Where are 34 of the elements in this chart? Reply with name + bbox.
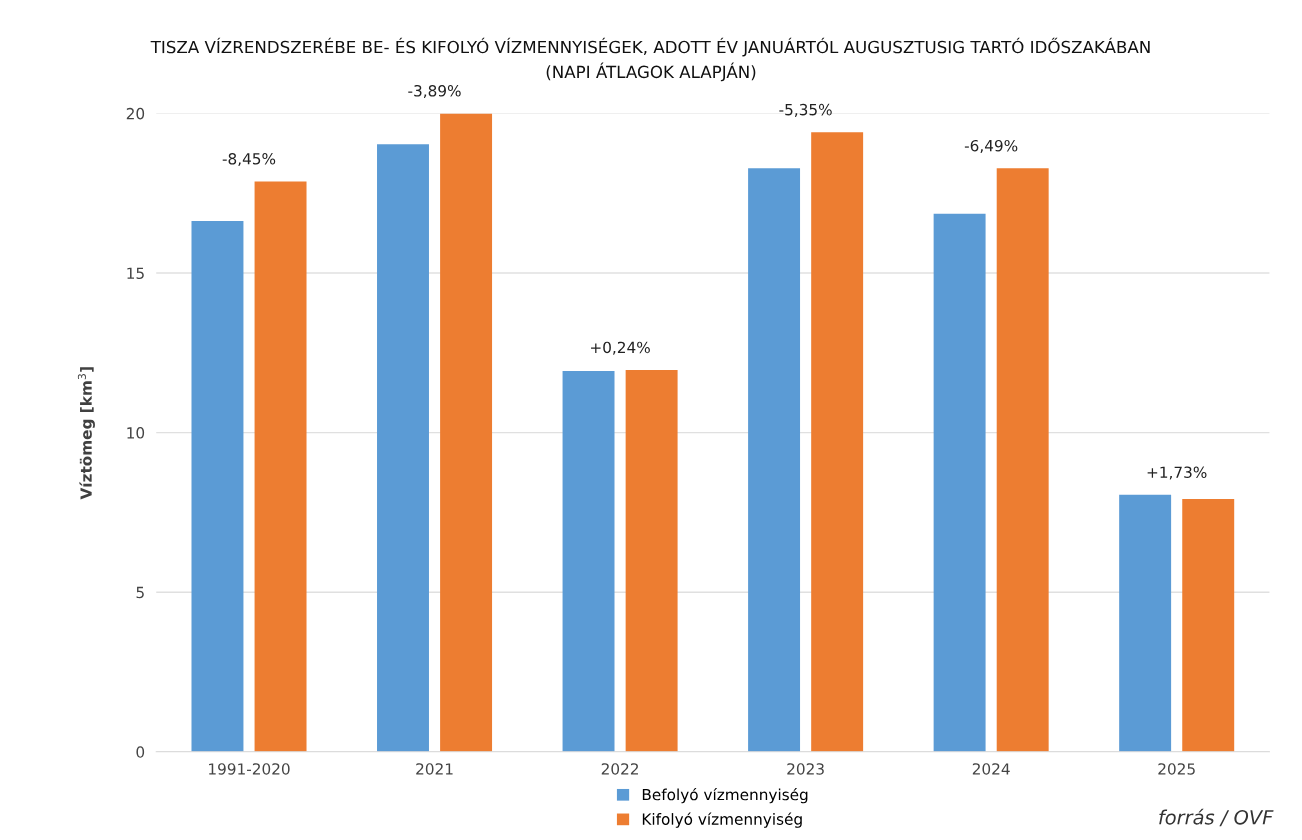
x-tick-label: 2021 <box>416 763 453 775</box>
annotation: -5,35% <box>779 103 832 117</box>
bar <box>440 113 493 752</box>
annotation: +1,73% <box>1147 466 1207 480</box>
bar <box>748 168 801 752</box>
text: forrás / OVF <box>1159 808 1274 827</box>
y-tick-label: 5 <box>136 586 144 599</box>
y-tick-label: 15 <box>127 267 144 280</box>
y-tick-label: 10 <box>127 427 145 439</box>
bar <box>377 144 429 752</box>
bar <box>625 370 678 752</box>
chart-title: TISZA VÍZRENDSZERÉBE BE- ÉS KIFOLYÓ VÍZMENNYISÉGEK, ADOTT ÉV JANUÁRTÓL AUGUSZTUSIG TARTÓ IDŐSZAKÁBAN (NAPI ÁTLAGOK ALAPJÁN) <box>150 37 1150 82</box>
x-tick-label: 1991-2020 <box>209 763 290 775</box>
legend-label: Befolyó vízmennyiség <box>642 787 808 804</box>
bar <box>1119 494 1172 752</box>
text: -3,89% <box>408 84 461 99</box>
bar <box>191 220 244 752</box>
bar <box>996 168 1049 752</box>
bar <box>1182 498 1235 752</box>
annotation: -8,45% <box>222 152 276 167</box>
bar <box>254 181 307 752</box>
bar <box>933 213 986 752</box>
annotation: -6,49% <box>964 139 1018 154</box>
annotation: +0,24% <box>591 341 650 355</box>
x-tick-label: 2022 <box>601 763 638 775</box>
x-tick-label: 2023 <box>787 763 824 775</box>
bar <box>811 132 864 752</box>
y-axis-title: Víztömeg [km$^{3}$] <box>77 367 95 500</box>
y-tick-label: 0 <box>136 746 145 758</box>
bar <box>562 370 615 752</box>
x-tick-label: 2024 <box>972 763 1010 775</box>
y-tick-label: 20 <box>126 107 145 120</box>
x-tick-label: 2025 <box>1158 763 1195 775</box>
legend-label: Kifolyó vízmennyiség <box>642 812 802 828</box>
